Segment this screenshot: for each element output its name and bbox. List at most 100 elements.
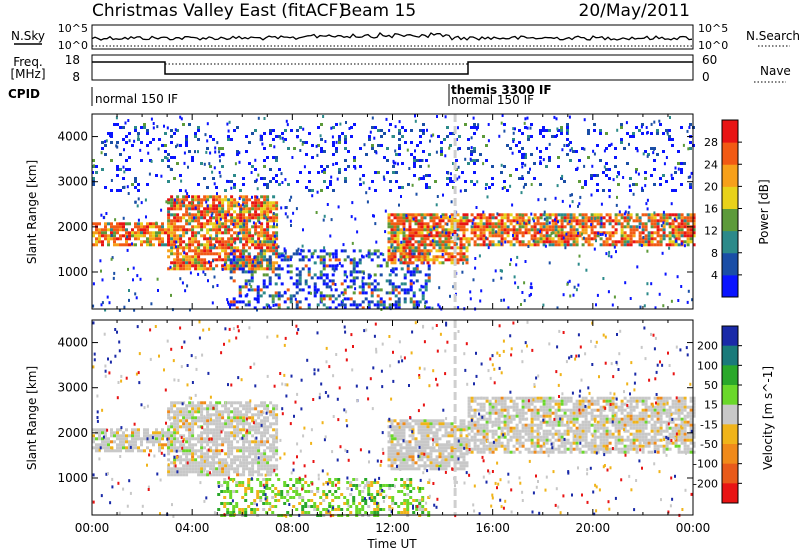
range-cell [233,270,236,273]
range-cell [394,213,397,216]
range-cell [233,219,236,222]
range-cell [230,467,233,470]
range-cell [251,425,254,428]
noise-cell [583,148,585,151]
range-cell [409,231,412,234]
range-cell [293,252,296,255]
range-cell [170,156,173,159]
range-cell [212,470,215,473]
noise-cell [595,303,597,306]
noise-cell [256,196,258,199]
range-cell [242,198,245,201]
range-cell [266,231,269,234]
range-cell [128,168,131,171]
noise-cell [485,237,487,240]
noise-cell [243,219,245,222]
noise-cell [224,263,226,266]
noise-cell [473,218,475,221]
noise-cell [343,293,345,296]
noise-cell [643,152,645,155]
range-cell [558,243,561,246]
range-cell [609,219,612,222]
range-cell [191,446,194,449]
range-cell [672,231,675,234]
range-cell [140,443,143,446]
range-cell [200,410,203,413]
range-cell [266,467,269,470]
range-cell [406,440,409,443]
noise-cell [608,254,610,257]
range-cell [260,210,263,213]
range-cell [269,464,272,467]
noise-cell [577,205,579,208]
range-cell [230,446,233,449]
range-cell [525,231,528,234]
noise-cell [604,165,606,168]
range-cell [534,234,537,237]
range-cell [359,147,362,150]
noise-cell [629,219,631,222]
noise-cell [290,224,292,227]
range-cell [221,210,224,213]
range-cell [167,165,170,168]
range-cell [188,264,191,267]
range-cell [209,464,212,467]
range-cell [182,443,185,446]
range-cell [404,129,407,132]
range-cell [269,249,272,252]
range-cell [248,470,251,473]
range-cell [116,434,119,437]
range-cell [295,493,298,496]
range-cell [233,186,236,189]
range-cell [352,484,355,487]
noise-cell [501,243,503,246]
range-cell [621,228,624,231]
range-cell [98,234,101,237]
colorbar-swatch [722,253,738,276]
noise-cell [324,215,326,218]
range-cell [340,508,343,511]
range-cell [421,487,424,490]
range-cell [656,132,659,135]
range-cell [242,407,245,410]
range-cell [430,243,433,246]
range-cell [101,234,104,237]
range-cell [194,261,197,264]
range-cell [501,219,504,222]
range-cell [182,452,185,455]
range-cell [525,243,528,246]
range-cell [146,231,149,234]
noise-cell [678,168,680,171]
range-cell [250,487,253,490]
noise-cell [687,301,689,304]
range-cell [561,228,564,231]
range-cell [464,123,467,126]
range-cell [570,243,573,246]
range-cell [304,481,307,484]
range-cell [507,234,510,237]
noise-cell [433,227,435,230]
range-cell [266,407,269,410]
range-cell [254,207,257,210]
range-cell [539,156,542,159]
range-cell [230,449,233,452]
range-cell [395,273,398,276]
range-cell [624,237,627,240]
noise-cell [375,151,377,154]
range-cell [337,478,340,481]
range-cell [421,234,424,237]
range-cell [388,231,391,234]
range-cell [250,502,253,505]
range-cell [206,231,209,234]
noise-cell [509,185,511,188]
range-cell [305,255,308,258]
range-cell [397,490,400,493]
range-cell [391,231,394,234]
range-cell [296,267,299,270]
range-cell [179,225,182,228]
noise-cell [448,147,450,150]
range-cell [251,288,254,291]
range-cell [292,496,295,499]
noise-cell [343,243,345,246]
range-cell [173,225,176,228]
